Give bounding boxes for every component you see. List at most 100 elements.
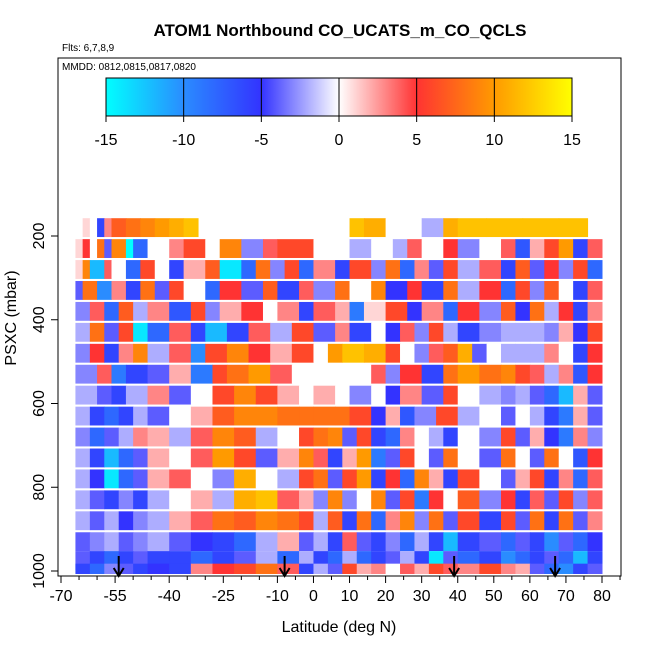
heatmap-cell: [169, 260, 185, 279]
heatmap-cell: [573, 364, 589, 384]
heatmap-cell: [169, 322, 192, 342]
heatmap-cell: [356, 469, 372, 489]
heatmap-cell: [414, 490, 430, 510]
heatmap-cell: [529, 260, 545, 279]
heatmap-cell: [529, 281, 545, 300]
heatmap-cell: [183, 281, 206, 300]
heatmap-cell: [104, 427, 120, 447]
heatmap-cell: [587, 364, 603, 384]
heatmap-cell: [104, 469, 120, 489]
heatmap-cell: [544, 511, 560, 531]
heatmap-cell: [558, 301, 574, 321]
heatmap-cell: [363, 343, 387, 363]
heatmap-cell: [501, 448, 516, 468]
heatmap-cell: [97, 364, 112, 384]
heatmap-cell: [515, 301, 531, 321]
heatmap-cell: [371, 364, 387, 384]
heatmap-cell: [385, 322, 401, 342]
heatmap-cell: [118, 448, 134, 468]
heatmap-cell: [255, 469, 278, 489]
heatmap-cell: [255, 260, 271, 279]
heatmap-cell: [277, 239, 314, 258]
heatmap-cell: [219, 281, 242, 300]
heatmap-layer: [75, 322, 603, 342]
colorbar-ticks: -15 -10 -5 0 5 10 15: [94, 78, 581, 149]
heatmap-cell: [147, 532, 170, 552]
heatmap-cell: [89, 322, 105, 342]
heatmap-cell: [501, 260, 516, 279]
heatmap-cell: [587, 239, 603, 258]
heatmap-cell: [342, 469, 358, 489]
heatmap-cell: [349, 260, 372, 279]
heatmap-cell: [421, 218, 444, 238]
heatmap-cell: [371, 490, 387, 510]
heatmap-cell: [190, 511, 213, 531]
heatmap-cell: [169, 239, 185, 258]
heatmap-cell: [443, 490, 459, 510]
heatmap-cell: [385, 260, 401, 279]
heatmap-cell: [291, 343, 314, 363]
heatmap-cell: [277, 532, 300, 552]
heatmap-cell: [313, 490, 329, 510]
heatmap-cell: [443, 385, 459, 405]
heatmap-cell: [529, 511, 545, 531]
heatmap-cell: [443, 343, 459, 363]
heatmap-cell: [270, 343, 293, 363]
heatmap-cell: [443, 532, 459, 552]
heatmap-cell: [313, 448, 329, 468]
colorbar-tick-label: 15: [563, 132, 581, 149]
heatmap-cell: [205, 301, 221, 321]
heatmap-cell: [241, 260, 257, 279]
heatmap-cell: [400, 343, 415, 363]
heatmap-cell: [234, 511, 257, 531]
heatmap-cell: [515, 364, 531, 384]
heatmap-layer: [75, 343, 603, 363]
heatmap-cell: [133, 239, 149, 258]
heatmap-cell: [133, 427, 149, 447]
heatmap-cell: [327, 427, 343, 447]
heatmap-cell: [111, 364, 127, 384]
heatmap-cell: [515, 448, 531, 468]
heatmap-cell: [400, 364, 423, 384]
colorbar-tick-label: 10: [485, 132, 503, 149]
heatmap-cell: [573, 490, 589, 510]
heatmap-cell: [89, 469, 105, 489]
heatmap-cell: [118, 343, 134, 363]
heatmap-cell: [573, 260, 589, 279]
heatmap-cell: [421, 239, 444, 258]
heatmap-cell: [457, 532, 480, 552]
heatmap-cell: [327, 490, 343, 510]
colorbar-tick-label: -10: [172, 132, 195, 149]
heatmap-cell: [342, 532, 358, 552]
x-tick-label: 80: [593, 588, 611, 605]
heatmap-cell: [558, 281, 574, 300]
heatmap-cell: [573, 322, 589, 342]
heatmap-cell: [428, 490, 444, 510]
heatmap-cell: [133, 532, 149, 552]
heatmap-cell: [501, 239, 516, 258]
heatmap-cell: [529, 343, 545, 363]
heatmap-cell: [262, 301, 278, 321]
heatmap-cell: [226, 343, 250, 363]
heatmap-cell: [205, 281, 221, 300]
heatmap-cell: [443, 364, 459, 384]
heatmap-cell: [573, 511, 589, 531]
heatmap-cell: [544, 448, 560, 468]
heatmap-cell: [457, 260, 480, 279]
heatmap-cell: [443, 239, 459, 258]
heatmap-cell: [169, 427, 192, 447]
y-axis: 200 400 600 800 1000: [31, 58, 59, 589]
heatmap-cell: [335, 260, 351, 279]
heatmap-cell: [299, 281, 314, 300]
heatmap-cell: [479, 563, 502, 574]
heatmap-cell: [212, 385, 235, 405]
heatmap-cell: [133, 448, 149, 468]
heatmap-cell: [118, 490, 134, 510]
heatmap-cell: [277, 490, 300, 510]
heatmap-cell: [190, 343, 206, 363]
heatmap-cell: [335, 281, 351, 300]
y-tick-label: 800: [31, 474, 48, 501]
heatmap-cell: [111, 281, 127, 300]
heatmap-cell: [349, 406, 372, 426]
heatmap-cell: [356, 448, 372, 468]
